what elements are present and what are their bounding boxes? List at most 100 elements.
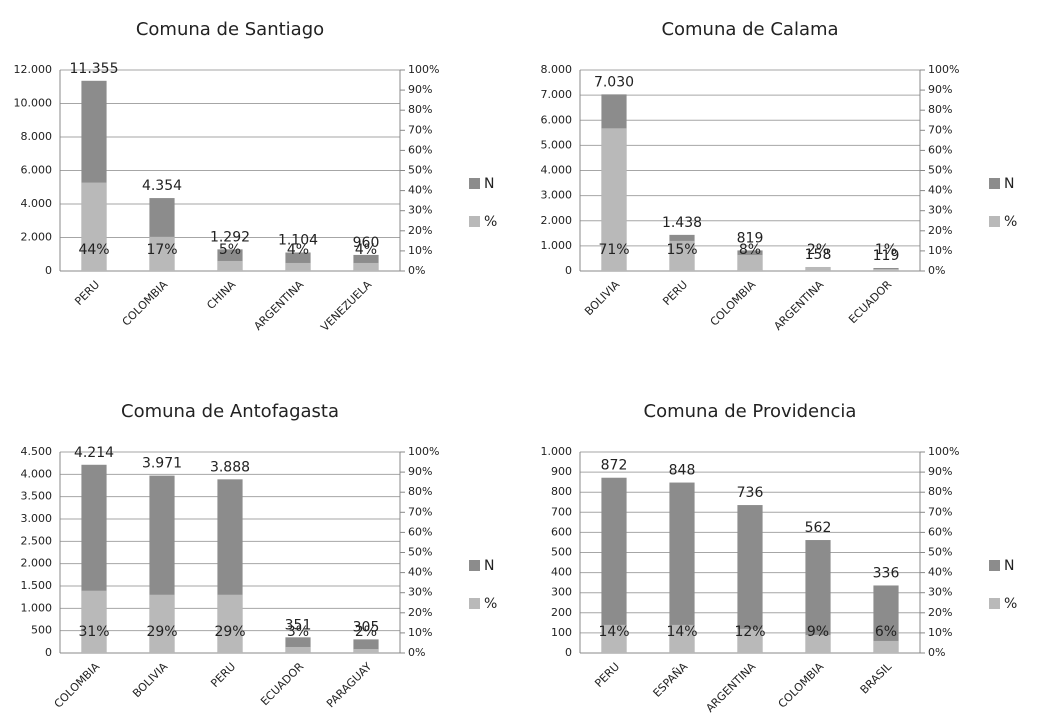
y-tick-label: 3.000 (541, 189, 573, 202)
y2-tick-label: 10% (408, 244, 432, 257)
y2-tick-label: 50% (928, 164, 952, 177)
x-tick-label: COLOMBIA (708, 278, 759, 329)
data-label: 5% (219, 242, 241, 258)
data-label: 736 (737, 485, 764, 501)
data-label: 3.888 (210, 459, 250, 475)
data-label: 4.354 (142, 178, 182, 194)
x-tick-label: PARAGUAY (324, 660, 374, 710)
y-tick-label: 1.000 (541, 445, 573, 458)
data-label: 1.292 (210, 229, 250, 245)
y2-tick-label: 50% (928, 546, 952, 559)
y2-tick-label: 10% (408, 626, 432, 639)
y2-tick-label: 0% (408, 646, 425, 659)
y2-tick-label: 0% (408, 264, 425, 277)
y-tick-label: 800 (551, 485, 572, 498)
legend-swatch (989, 598, 1000, 609)
legend-label: N (1004, 176, 1014, 192)
y2-tick-label: 70% (408, 123, 432, 136)
bar (285, 646, 311, 653)
y-tick-label: 1.000 (21, 601, 53, 614)
x-tick-label: VENEZUELA (318, 278, 374, 334)
chart-title: Comuna de Calama (661, 19, 838, 40)
y-tick-label: 4.500 (21, 445, 53, 458)
data-label: 848 (669, 463, 696, 479)
data-label: 3% (287, 624, 309, 640)
data-label: 351 (285, 617, 312, 633)
y-tick-label: 1.000 (541, 239, 573, 252)
y2-tick-label: 10% (928, 626, 952, 639)
data-label: 2% (807, 242, 829, 258)
y2-tick-label: 20% (928, 606, 952, 619)
y2-tick-label: 90% (928, 465, 952, 478)
legend-label: N (484, 176, 494, 192)
y2-tick-label: 50% (408, 164, 432, 177)
y2-tick-label: 70% (408, 505, 432, 518)
legend-swatch (469, 178, 480, 189)
bar (217, 594, 243, 653)
y2-tick-label: 70% (928, 123, 952, 136)
x-tick-label: PERU (208, 660, 238, 690)
y-tick-label: 3.000 (21, 512, 53, 525)
bar (217, 260, 243, 271)
legend-swatch (469, 560, 480, 571)
y-tick-label: 600 (551, 525, 572, 538)
y-tick-label: 6.000 (21, 164, 53, 177)
y2-tick-label: 30% (408, 586, 432, 599)
data-label: 336 (873, 565, 900, 581)
x-tick-label: PERU (660, 278, 690, 308)
data-label: 4% (287, 242, 309, 258)
y2-tick-label: 20% (928, 224, 952, 237)
y2-tick-label: 40% (928, 184, 952, 197)
y2-tick-label: 90% (408, 465, 432, 478)
x-tick-label: BOLIVIA (130, 660, 170, 700)
y2-tick-label: 30% (928, 586, 952, 599)
y2-tick-label: 40% (928, 566, 952, 579)
y-tick-label: 300 (551, 586, 572, 599)
x-tick-label: COLOMBIA (52, 660, 103, 711)
data-label: 562 (805, 520, 832, 536)
data-label: 8% (739, 242, 761, 258)
chart-title: Comuna de Santiago (136, 19, 324, 40)
bar (353, 262, 379, 271)
y-tick-label: 4.000 (21, 197, 53, 210)
x-tick-label: BOLIVIA (582, 278, 622, 318)
y2-tick-label: 0% (928, 646, 945, 659)
data-label: 17% (146, 242, 177, 258)
y2-tick-label: 100% (408, 445, 439, 458)
y-tick-label: 700 (551, 505, 572, 518)
data-label: 1.104 (278, 233, 318, 249)
y2-tick-label: 80% (408, 103, 432, 116)
legend-label: % (1004, 214, 1017, 230)
y-tick-label: 200 (551, 606, 572, 619)
data-label: 158 (805, 247, 832, 263)
legend-swatch (469, 598, 480, 609)
y-tick-label: 2.000 (21, 231, 53, 244)
data-label: 29% (214, 624, 245, 640)
y-tick-label: 3.500 (21, 490, 53, 503)
x-tick-label: ESPAÑA (651, 660, 691, 700)
y-tick-label: 5.000 (541, 138, 573, 151)
data-label: 2% (355, 624, 377, 640)
y-tick-label: 4.000 (541, 164, 573, 177)
y2-tick-label: 30% (408, 204, 432, 217)
legend-label: % (1004, 596, 1017, 612)
x-tick-label: ARGENTINA (703, 660, 758, 715)
y2-tick-label: 80% (408, 485, 432, 498)
data-label: 14% (666, 624, 697, 640)
legend-swatch (989, 178, 1000, 189)
y2-tick-label: 50% (408, 546, 432, 559)
x-tick-label: COLOMBIA (120, 278, 171, 329)
data-label: 31% (78, 624, 109, 640)
bar (285, 262, 311, 271)
legend-swatch (469, 216, 480, 227)
x-tick-label: COLOMBIA (776, 660, 827, 711)
bar (737, 628, 763, 653)
x-tick-label: ARGENTINA (771, 278, 826, 333)
data-label: 3.971 (142, 456, 182, 472)
x-tick-label: PERU (72, 278, 102, 308)
x-tick-label: ARGENTINA (251, 278, 306, 333)
legend-label: N (484, 558, 494, 574)
bar (669, 482, 695, 653)
bar (149, 594, 175, 653)
bar (873, 268, 899, 271)
